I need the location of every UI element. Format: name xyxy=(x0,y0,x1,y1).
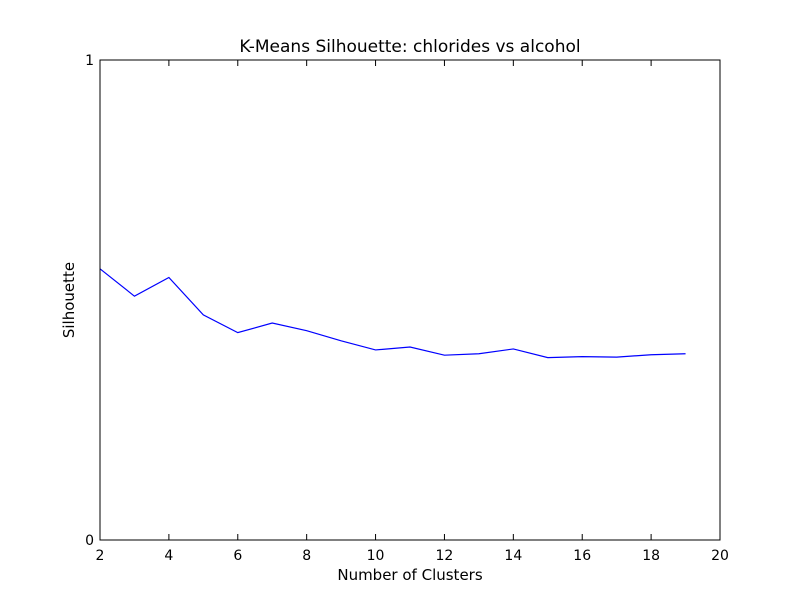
plot-area xyxy=(99,268,686,359)
x-tick-label: 8 xyxy=(302,548,311,564)
plot-frame xyxy=(99,59,721,541)
y-tick-label: 1 xyxy=(85,53,94,69)
x-tick-label: 16 xyxy=(573,548,591,564)
x-tick-label: 10 xyxy=(367,548,385,564)
x-tick-label: 6 xyxy=(233,548,242,564)
x-tick-label: 4 xyxy=(164,548,173,564)
x-tick-label: 12 xyxy=(436,548,454,564)
x-tick-label: 2 xyxy=(96,548,105,564)
x-tick-label: 20 xyxy=(711,548,729,564)
x-tick-label: 18 xyxy=(642,548,660,564)
silhouette-series-line xyxy=(99,268,686,359)
x-axis-label: Number of Clusters xyxy=(337,566,482,584)
x-tick-label: 14 xyxy=(504,548,522,564)
axis-ticks: 2 4 6 8 10 12 14 16 18 20 0 1 xyxy=(85,53,729,564)
y-tick-label: 0 xyxy=(85,533,94,549)
chart-title: K-Means Silhouette: chlorides vs alcohol xyxy=(239,37,580,57)
y-axis-label: Silhouette xyxy=(60,262,78,338)
